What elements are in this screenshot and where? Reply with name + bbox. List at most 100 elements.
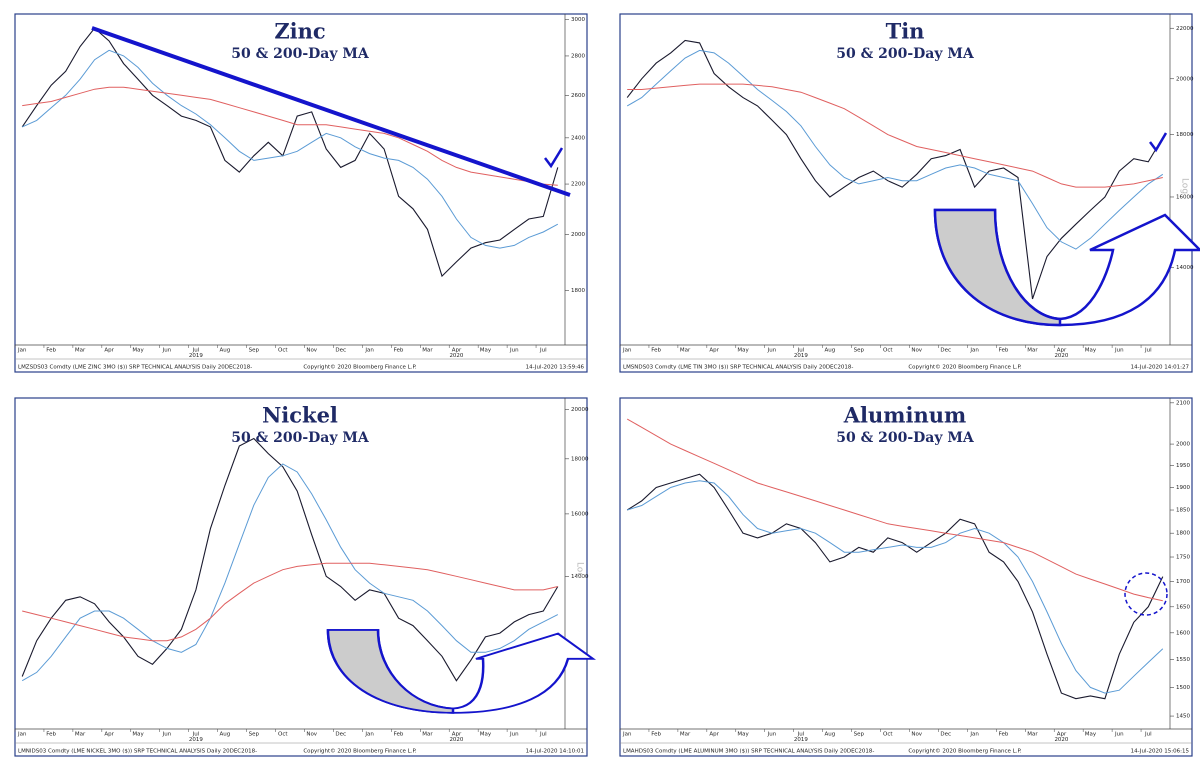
x-tick-label: Apr <box>104 732 114 738</box>
y-tick-label: 20000 <box>1176 76 1194 82</box>
footer-right: 14-Jul-2020 13:59:46 <box>526 365 585 371</box>
footer-center: Copyright© 2020 Bloomberg Finance L.P. <box>303 748 417 755</box>
y-tick-label: 20000 <box>571 407 589 413</box>
x-tick-label: Jan <box>364 348 374 354</box>
x-tick-label: Jun <box>767 348 777 354</box>
series-line <box>21 49 559 249</box>
trend-line <box>91 26 571 197</box>
x-tick-label: Mar <box>680 732 691 738</box>
x-tick-label: Jul <box>1144 732 1152 738</box>
series-line <box>626 49 1164 250</box>
check-mark <box>1149 132 1168 153</box>
footer-left: LMAHDS03 Comdty (LME ALUMINUM 3MO ($)) S… <box>623 749 874 755</box>
x-tick-label: Jan <box>622 732 632 738</box>
x-tick-label: Jul <box>797 348 805 354</box>
y-tick-label: 1550 <box>1176 657 1190 663</box>
series-line <box>21 437 559 682</box>
y-tick-label: 2400 <box>571 135 585 141</box>
y-tick-label: 1600 <box>1176 630 1190 636</box>
x-tick-label: Dec <box>940 732 951 738</box>
x-tick-label: Feb <box>394 732 404 738</box>
x-tick-label: Jan <box>17 732 27 738</box>
footer-left: LMNIDS03 Comdty (LME NICKEL 3MO ($)) SRP… <box>18 749 257 755</box>
x-tick-label: Jun <box>767 732 777 738</box>
year-label: 2019 <box>189 353 203 359</box>
series-line <box>626 39 1164 300</box>
y-tick-label: 1500 <box>1176 685 1190 691</box>
x-tick-label: Apr <box>1057 348 1067 354</box>
year-label: 2019 <box>189 737 203 743</box>
y-tick-label: 14000 <box>1176 265 1194 271</box>
axis-note: Log <box>575 562 585 578</box>
x-tick-label: Apr <box>709 348 719 354</box>
footer-center: Copyright© 2020 Bloomberg Finance L.P. <box>908 364 1022 371</box>
x-tick-label: Sep <box>249 348 260 354</box>
x-tick-label: Feb <box>651 348 661 354</box>
footer-right: 14-Jul-2020 14:01:27 <box>1131 365 1190 371</box>
y-tick-label: 1650 <box>1176 604 1190 610</box>
x-tick-label: Jun <box>509 732 519 738</box>
x-tick-label: Feb <box>651 732 661 738</box>
panel-frame <box>14 13 588 373</box>
series-line <box>627 83 1163 188</box>
y-tick-label: 1700 <box>1176 579 1190 585</box>
x-tick-label: Dec <box>940 348 951 354</box>
y-tick-label: 1950 <box>1176 463 1190 469</box>
chart-subtitle: 50 & 200-Day MA <box>836 46 975 62</box>
x-tick-label: Aug <box>219 348 230 354</box>
x-tick-label: May <box>737 348 749 354</box>
x-tick-label: May <box>480 348 492 354</box>
x-tick-label: Nov <box>306 348 317 354</box>
chart-title: Tin <box>886 19 925 44</box>
x-tick-label: Apr <box>452 732 462 738</box>
x-tick-label: Aug <box>824 348 835 354</box>
x-tick-label: Dec <box>335 348 346 354</box>
footer-center: Copyright© 2020 Bloomberg Finance L.P. <box>908 748 1022 755</box>
x-tick-label: Feb <box>46 732 56 738</box>
chart-title: Aluminum <box>843 403 967 428</box>
y-tick-label: 14000 <box>571 574 589 580</box>
x-tick-label: Jul <box>192 348 200 354</box>
panel-frame <box>619 397 1193 757</box>
x-tick-label: Nov <box>306 732 317 738</box>
x-tick-label: Dec <box>335 732 346 738</box>
y-tick-label: 3000 <box>571 17 585 23</box>
y-tick-label: 2000 <box>571 232 585 238</box>
y-tick-label: 2100 <box>1176 400 1190 406</box>
y-tick-label: 1450 <box>1176 714 1190 720</box>
y-tick-label: 2000 <box>1176 442 1190 448</box>
x-tick-label: Feb <box>46 348 56 354</box>
year-label: 2020 <box>449 353 463 359</box>
series-line <box>21 463 559 682</box>
y-tick-label: 22000 <box>1176 26 1194 32</box>
y-tick-label: 1850 <box>1176 508 1190 514</box>
y-tick-label: 1800 <box>1176 531 1190 537</box>
x-tick-label: Jul <box>1144 348 1152 354</box>
footer-left: LMSNDS03 Comdty (LME TIN 3MO ($)) SRP TE… <box>623 365 853 371</box>
y-tick-label: 18000 <box>1176 132 1194 138</box>
series-line <box>22 562 558 642</box>
series-line <box>627 480 1164 694</box>
year-label: 2020 <box>1054 353 1068 359</box>
x-tick-label: Jul <box>797 732 805 738</box>
y-tick-label: 16000 <box>571 511 589 517</box>
x-tick-label: Aug <box>219 732 230 738</box>
x-tick-label: Jan <box>364 732 374 738</box>
year-label: 2019 <box>794 353 808 359</box>
y-tick-label: 2600 <box>571 93 585 99</box>
charts: 1800 2000 2200 2400 2600 2800 3000 Jan Feb Mar Apr… <box>14 13 1194 757</box>
x-tick-label: Mar <box>75 348 86 354</box>
footer-center: Copyright© 2020 Bloomberg Finance L.P. <box>303 364 417 371</box>
y-tick-label: 1750 <box>1176 555 1190 561</box>
x-tick-label: Sep <box>854 732 865 738</box>
x-tick-label: Nov <box>911 732 922 738</box>
x-tick-label: Jul <box>539 732 547 738</box>
x-tick-label: Feb <box>394 348 404 354</box>
x-tick-label: May <box>1085 732 1097 738</box>
x-tick-label: Mar <box>75 732 86 738</box>
chart-title: Zinc <box>274 19 325 44</box>
x-tick-label: Jun <box>162 348 172 354</box>
y-tick-label: 16000 <box>1176 194 1194 200</box>
x-tick-label: Aug <box>824 732 835 738</box>
